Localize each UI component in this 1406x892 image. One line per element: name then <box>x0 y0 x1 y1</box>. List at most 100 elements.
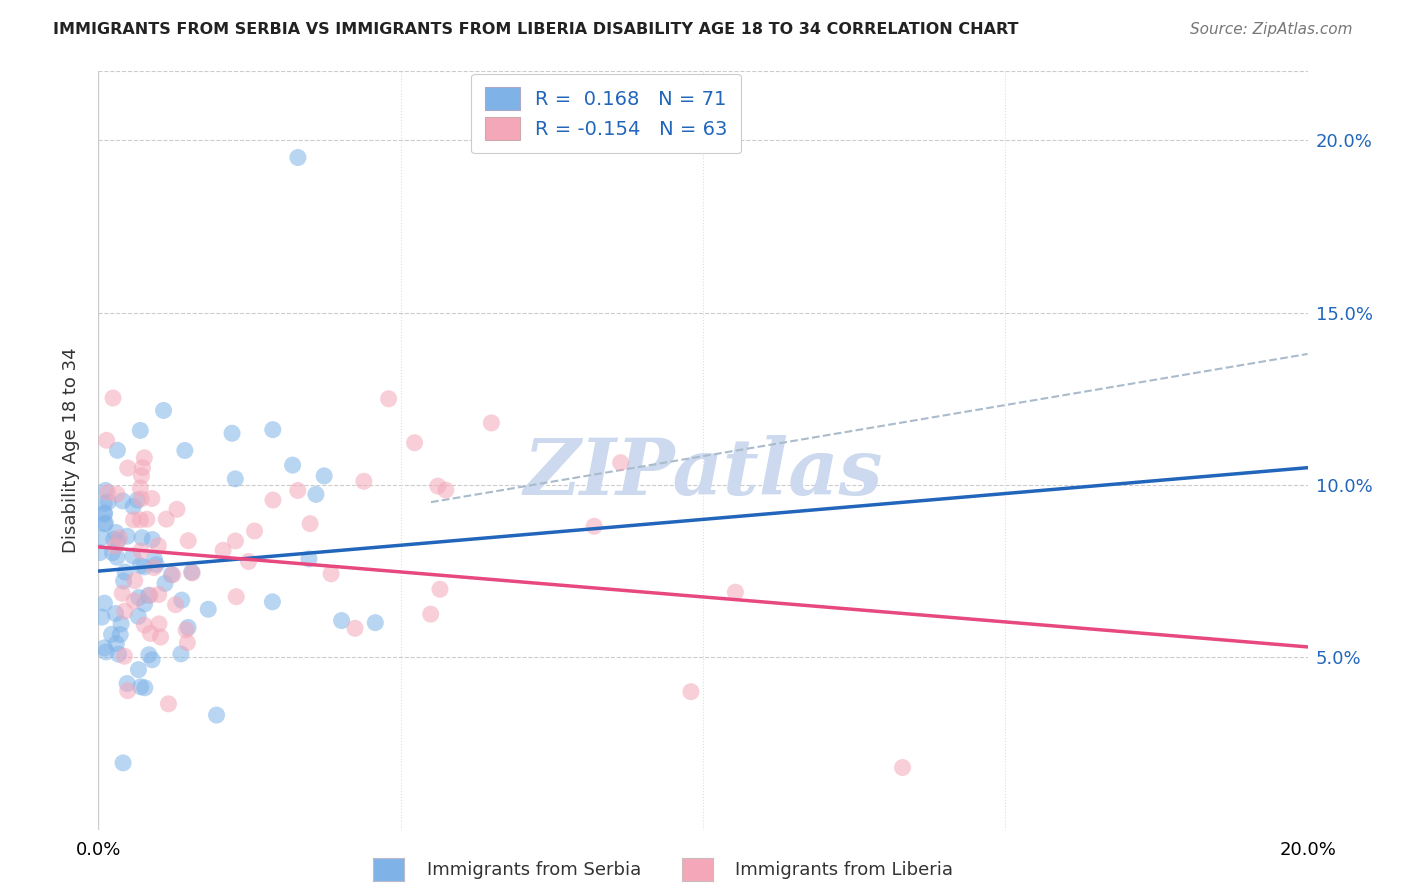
Point <box>138 588 160 602</box>
Point <box>114 604 136 618</box>
Point <box>93 516 115 531</box>
Point <box>131 531 153 545</box>
Point <box>221 426 243 441</box>
Point <box>153 576 176 591</box>
Point <box>319 566 342 581</box>
Point <box>94 483 117 498</box>
Point <box>127 493 149 508</box>
Point <box>238 554 260 568</box>
Point <box>177 620 200 634</box>
Point <box>129 491 152 506</box>
Point <box>426 479 449 493</box>
Point <box>94 516 117 531</box>
Point <box>162 567 184 582</box>
Point <box>225 590 247 604</box>
Text: IMMIGRANTS FROM SERBIA VS IMMIGRANTS FROM LIBERIA DISABILITY AGE 18 TO 34 CORREL: IMMIGRANTS FROM SERBIA VS IMMIGRANTS FRO… <box>53 22 1019 37</box>
Point <box>609 456 631 470</box>
Point <box>139 626 162 640</box>
Point <box>135 512 157 526</box>
Point <box>131 468 153 483</box>
Point <box>481 416 503 430</box>
Point <box>129 424 152 438</box>
Point <box>148 539 170 553</box>
Text: Immigrants from Serbia: Immigrants from Serbia <box>427 861 641 879</box>
Point <box>262 423 284 437</box>
Point <box>124 574 146 588</box>
Point <box>143 560 166 574</box>
Point <box>170 647 193 661</box>
Point <box>173 443 195 458</box>
Point <box>89 546 111 560</box>
Point <box>112 756 135 770</box>
Point <box>157 697 180 711</box>
Point <box>103 533 125 547</box>
Point <box>97 485 120 500</box>
Point <box>122 513 145 527</box>
Point <box>131 460 153 475</box>
Point <box>152 403 174 417</box>
Point <box>166 502 188 516</box>
Point <box>104 539 127 553</box>
Point <box>224 533 246 548</box>
Y-axis label: Disability Age 18 to 34: Disability Age 18 to 34 <box>62 348 80 553</box>
Point <box>93 640 115 655</box>
Point <box>111 586 134 600</box>
Point <box>262 595 284 609</box>
Point <box>170 593 193 607</box>
Point <box>108 531 131 545</box>
Point <box>181 566 204 580</box>
Text: Immigrants from Liberia: Immigrants from Liberia <box>734 861 953 879</box>
Point <box>134 560 156 574</box>
Point <box>93 508 115 522</box>
Point <box>105 550 128 565</box>
Point <box>160 567 183 582</box>
Point <box>112 574 135 588</box>
Point <box>205 708 228 723</box>
Point <box>90 531 112 545</box>
Point <box>114 565 136 579</box>
Point <box>891 760 914 774</box>
Point <box>107 647 129 661</box>
Point <box>145 558 167 572</box>
Point <box>141 491 163 506</box>
Point <box>344 621 367 635</box>
Point <box>434 483 457 497</box>
Point <box>377 392 399 406</box>
Point <box>155 512 177 526</box>
Point <box>96 434 118 448</box>
Legend: R =  0.168   N = 71, R = -0.154   N = 63: R = 0.168 N = 71, R = -0.154 N = 63 <box>471 73 741 153</box>
Point <box>100 627 122 641</box>
Point <box>104 525 127 540</box>
Point <box>122 500 145 514</box>
Point <box>177 533 200 548</box>
Point <box>180 565 202 579</box>
Point <box>353 475 375 489</box>
Point <box>148 587 170 601</box>
Point <box>138 648 160 662</box>
Point <box>134 681 156 695</box>
Point <box>90 610 112 624</box>
Point <box>287 151 309 165</box>
Point <box>262 493 284 508</box>
Point <box>197 602 219 616</box>
Point <box>122 594 145 608</box>
Point <box>212 543 235 558</box>
Point <box>105 487 128 501</box>
Point <box>93 496 115 510</box>
Point <box>139 588 162 602</box>
Point <box>117 461 139 475</box>
Text: ZIPatlas: ZIPatlas <box>523 435 883 511</box>
Point <box>404 435 426 450</box>
Point <box>224 472 246 486</box>
Point <box>165 598 187 612</box>
Point <box>117 683 139 698</box>
Point <box>298 552 321 566</box>
Point <box>93 506 115 520</box>
Point <box>243 524 266 538</box>
Point <box>281 458 304 472</box>
Point <box>107 443 129 458</box>
Point <box>107 533 129 548</box>
Point <box>97 494 120 508</box>
Point <box>287 483 309 498</box>
Point <box>128 591 150 605</box>
